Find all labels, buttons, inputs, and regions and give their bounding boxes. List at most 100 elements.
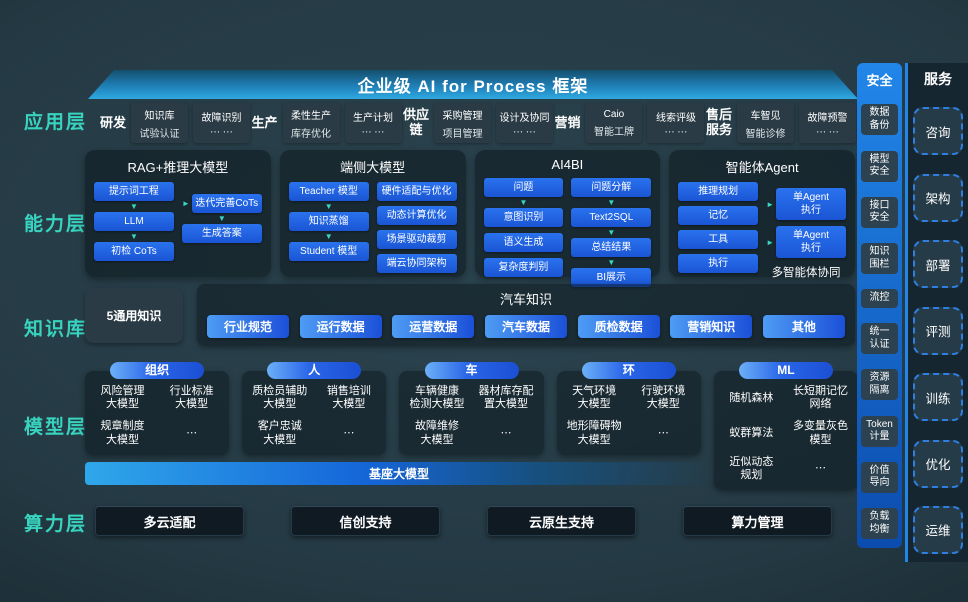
flow-node: 单Agent 执行 (776, 226, 846, 258)
panel-title: AI4BI (551, 157, 584, 172)
flow-node: LLM (94, 212, 174, 231)
panel-agent: 智能体Agent 推理规划 记忆 工具 执行 ► 单Agent 执行 ► 单Ag… (669, 150, 855, 279)
panel-edge-model: 端侧大模型 Teacher 模型 ▼ 知识蒸馏 ▼ Student 模型 硬件适… (279, 150, 466, 277)
app-group-aftersales: 售后 服务 车智见 智能诊修 故障预警 ⋯ ⋯ (706, 103, 856, 143)
compute-item: 云原生支持 (487, 506, 636, 536)
security-title: 安全 (866, 73, 893, 88)
service-item: 运维 (913, 505, 963, 554)
service-item: 评测 (913, 306, 963, 355)
panel-rag: RAG+推理大模型 提示词工程 ▼ LLM ▼ 初检 CoTs ► 迭代完善Co… (85, 150, 271, 277)
model-item: 地形障碍物 大模型 (566, 420, 622, 446)
flow-node: 提示词工程 (94, 182, 174, 201)
arrow-right-icon: ► (181, 199, 190, 208)
flow-node: 问题分解 (571, 178, 652, 197)
app-item: 线索评级 (655, 112, 696, 124)
general-knowledge-box: 5通用知识 (85, 288, 183, 343)
service-title: 服务 (924, 71, 952, 87)
app-group-label: 生产 (251, 114, 278, 130)
knowledge-pill: 运营数据 (392, 315, 475, 338)
model-item: 规章制度 大模型 (100, 420, 145, 446)
security-item: 统一 认证 (861, 323, 898, 354)
app-box: Caio 智能工牌 (585, 103, 643, 143)
security-item: 流控 (861, 289, 898, 308)
arrow-down-icon: ▼ (217, 214, 226, 223)
security-item: 负载 均衡 (861, 508, 898, 539)
app-item: 知识库 (144, 110, 175, 122)
app-group-rnd: 研发 知识库 试验认证 故障识别 ⋯ ⋯ (100, 103, 251, 143)
panel-ai4bi: AI4BI 问题 ▼ 意图识别 语义生成 复杂度判别 问题分解 ▼ Text2S… (474, 150, 661, 287)
app-item: 项目管理 (442, 128, 483, 140)
framework-title-banner: 企业级 AI for Process 框架 (88, 70, 858, 99)
arrow-down-icon: ▼ (607, 198, 616, 207)
foundation-model-bar: 基座大模型 (85, 462, 713, 485)
app-box: 线索评级 ⋯ ⋯ (647, 103, 705, 143)
knowledge-pill: 质检数据 (577, 315, 660, 338)
arrow-down-icon: ▼ (129, 232, 138, 241)
layer-label-compute: 算力层 (24, 514, 88, 535)
model-item: 多变量灰色 模型 (792, 420, 848, 446)
flow-node: 知识蒸馏 (288, 212, 369, 231)
service-item: 架构 (913, 173, 963, 222)
app-box: 知识库 试验认证 (131, 103, 189, 143)
app-item: 车智见 (750, 110, 781, 122)
app-group-label: 研发 (100, 114, 127, 130)
model-group-pill: ML (738, 362, 833, 379)
service-item: 训练 (913, 373, 963, 422)
app-group-label: 供应 链 (402, 107, 429, 137)
app-group-label: 营销 (554, 114, 581, 130)
flow-node: 动态计算优化 (376, 206, 457, 225)
flow-node: Text2SQL (571, 208, 652, 227)
flow-node: 问题 (483, 178, 564, 197)
app-box: 生产计划 ⋯ ⋯ (344, 103, 402, 143)
flow-node: BI展示 (571, 268, 652, 287)
arrow-right-icon: ► (766, 237, 775, 247)
app-item: 智能诊修 (745, 128, 786, 140)
security-column: 安全 数据 备份 模型 安全 接口 安全 知识 围栏 流控 统一 认证 资源 隔… (857, 63, 902, 548)
model-group-pill: 环 (581, 362, 676, 379)
model-item: 近似动态 规划 (729, 455, 774, 481)
arrow-down-icon: ▼ (519, 198, 528, 207)
app-box: 车智见 智能诊修 (736, 103, 794, 143)
app-box: 故障识别 ⋯ ⋯ (193, 103, 251, 143)
app-item: ⋯ ⋯ (816, 126, 839, 138)
model-group-pill: 人 (267, 362, 362, 379)
flow-node: Teacher 模型 (288, 182, 369, 201)
model-item: 行业标准 大模型 (169, 385, 214, 411)
flow-node: 语义生成 (483, 233, 564, 252)
flow-node: Student 模型 (288, 242, 369, 261)
security-item: 模型 安全 (861, 150, 898, 182)
arrow-down-icon: ▼ (129, 202, 138, 211)
app-item: 智能工牌 (593, 126, 634, 138)
model-group-environment: 环 天气环境 大模型 行驶环境 大模型 地形障碍物 大模型 ⋯ (556, 362, 701, 455)
arrow-down-icon: ▼ (324, 202, 333, 211)
model-item: 质检员辅助 大模型 (252, 385, 308, 411)
model-item: 蚁群算法 (729, 426, 774, 439)
knowledge-pill: 运行数据 (299, 315, 382, 338)
model-item: ⋯ (814, 462, 826, 475)
model-item: 车辆健康 检测大模型 (409, 385, 465, 411)
knowledge-pill: 其他 (762, 315, 845, 338)
panel-title: 智能体Agent (725, 160, 799, 175)
app-group-marketing: 营销 Caio 智能工牌 线索评级 ⋯ ⋯ (554, 103, 705, 143)
app-item: ⋯ ⋯ (513, 126, 536, 138)
knowledge-pill: 行业规范 (207, 315, 289, 338)
flow-node: 硬件适配与优化 (376, 182, 457, 201)
model-group-vehicle: 车 车辆健康 检测大模型 器材库存配 置大模型 故障维修 大模型 ⋯ (399, 362, 544, 455)
flow-node: 记忆 (678, 206, 759, 225)
model-item: 器材库存配 置大模型 (478, 385, 534, 411)
app-group-production: 生产 柔性生产 库存优化 生产计划 ⋯ ⋯ (251, 103, 402, 143)
flow-node: 场景驱动裁剪 (376, 230, 457, 249)
arrow-down-icon: ▼ (324, 232, 333, 241)
service-item: 部署 (913, 240, 963, 289)
security-item: 知识 围栏 (861, 243, 898, 274)
flow-node: 复杂度判别 (483, 258, 564, 277)
app-item: 故障预警 (807, 112, 848, 124)
compute-item: 多云适配 (95, 506, 244, 536)
app-item: Caio (603, 108, 625, 120)
flow-node: 工具 (678, 230, 759, 249)
knowledge-pill: 营销知识 (670, 315, 753, 338)
model-group-pill: 车 (424, 362, 519, 379)
app-item: 生产计划 (353, 112, 393, 124)
layer-label-capability: 能力层 (24, 214, 88, 235)
model-item: 行驶环境 大模型 (641, 385, 686, 411)
